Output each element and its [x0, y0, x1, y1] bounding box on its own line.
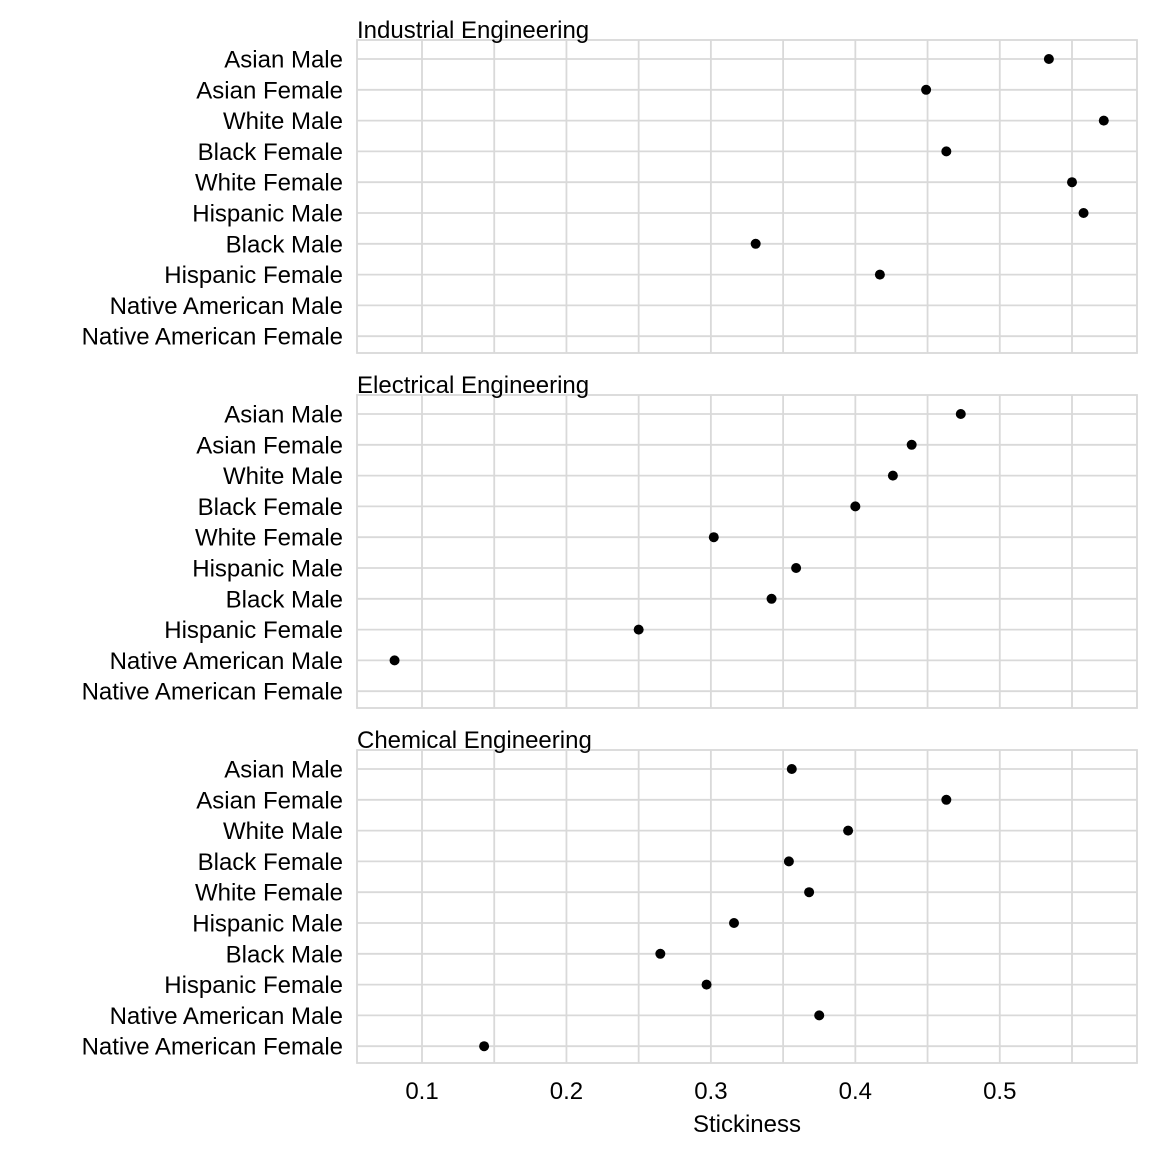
category-label: Black Female: [198, 849, 343, 876]
x-axis-title: Stickiness: [693, 1111, 801, 1138]
category-label: Native American Female: [82, 1034, 343, 1061]
data-point: [766, 593, 777, 604]
data-point: [874, 269, 885, 280]
panel-border: [356, 749, 1138, 1064]
data-point: [921, 84, 932, 95]
category-label: White Female: [195, 880, 343, 907]
data-point: [887, 470, 898, 481]
facet-title: Chemical Engineering: [357, 727, 592, 754]
category-label: Black Male: [226, 586, 343, 613]
category-label: White Female: [195, 525, 343, 552]
data-point: [1043, 54, 1054, 64]
category-label: Hispanic Male: [192, 911, 343, 938]
category-label: Asian Male: [224, 47, 343, 74]
facet-panel-2: Asian Male Asian Female White Male Black Fe…: [82, 372, 1138, 709]
data-point: [791, 563, 802, 573]
category-label: Hispanic Female: [164, 617, 343, 644]
panel-border: [356, 39, 1138, 354]
facet-title: Industrial Engineering: [357, 17, 589, 44]
facet-panel-3: Asian Male Asian Female White Male Black Fe…: [82, 727, 1138, 1064]
category-label: Native American Male: [110, 648, 343, 675]
category-label: Native American Female: [82, 679, 343, 706]
category-label: Native American Female: [82, 324, 343, 351]
x-tick-label: 0.1: [405, 1078, 438, 1105]
data-point: [783, 856, 794, 867]
x-tick-label: 0.2: [550, 1078, 583, 1105]
category-label: Hispanic Male: [192, 201, 343, 228]
data-point: [1098, 115, 1109, 126]
category-label: Asian Male: [224, 757, 343, 784]
category-label: Asian Female: [196, 787, 343, 814]
data-point: [850, 501, 861, 512]
facet-title: Electrical Engineering: [357, 372, 589, 399]
panel-border: [356, 394, 1138, 709]
data-point: [750, 238, 761, 249]
category-label: Black Female: [198, 139, 343, 166]
category-label: Asian Female: [196, 77, 343, 104]
data-point: [633, 624, 644, 635]
category-label: Black Male: [226, 231, 343, 258]
category-label: White Male: [223, 463, 343, 490]
category-label: Black Female: [198, 494, 343, 521]
category-label: Asian Female: [196, 432, 343, 459]
category-label: Asian Male: [224, 402, 343, 429]
x-tick-label: 0.5: [983, 1078, 1016, 1105]
data-point: [814, 1010, 825, 1021]
data-point: [941, 794, 952, 805]
data-point: [479, 1041, 490, 1052]
x-tick-label: 0.4: [839, 1078, 872, 1105]
data-point: [1067, 177, 1077, 188]
data-point: [1078, 208, 1089, 218]
x-tick-label: 0.3: [694, 1078, 727, 1105]
category-label: White Male: [223, 108, 343, 135]
data-point: [701, 979, 712, 990]
data-point: [708, 532, 719, 543]
data-point: [389, 655, 400, 666]
data-point: [906, 439, 917, 450]
category-label: Black Male: [226, 941, 343, 968]
category-label: Native American Male: [110, 293, 343, 320]
category-label: White Male: [223, 818, 343, 845]
category-label: Native American Male: [110, 1003, 343, 1030]
category-label: White Female: [195, 170, 343, 197]
data-point: [955, 409, 966, 419]
facet-panel-1: Asian Male Asian Female White Male Black Fe…: [82, 17, 1138, 354]
data-point: [786, 764, 797, 774]
category-label: Hispanic Female: [164, 262, 343, 289]
data-point: [729, 918, 739, 928]
data-point: [843, 825, 854, 836]
category-label: Hispanic Female: [164, 972, 343, 999]
data-point: [941, 146, 952, 157]
data-point: [655, 948, 666, 959]
category-label: Hispanic Male: [192, 556, 343, 583]
data-point: [804, 887, 815, 898]
